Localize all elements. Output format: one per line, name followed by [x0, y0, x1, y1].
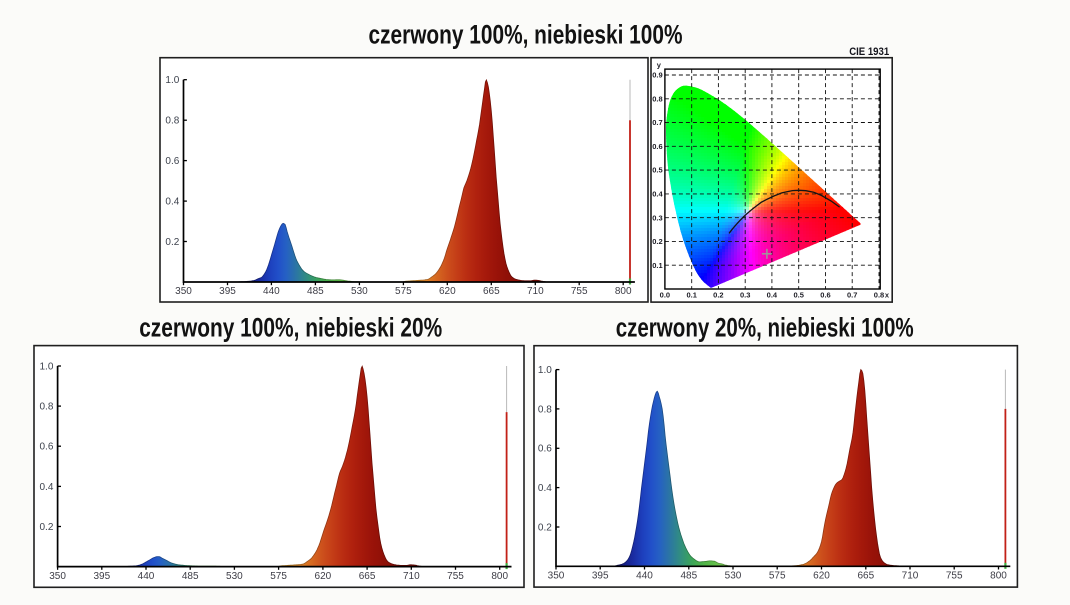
- svg-text:800: 800: [491, 571, 508, 582]
- svg-text:620: 620: [315, 571, 332, 582]
- svg-text:0.5: 0.5: [793, 290, 803, 299]
- svg-text:0.2: 0.2: [652, 237, 662, 246]
- svg-text:575: 575: [769, 571, 786, 582]
- svg-text:0.2: 0.2: [538, 522, 552, 533]
- svg-text:440: 440: [636, 571, 653, 582]
- svg-text:1.0: 1.0: [39, 361, 53, 372]
- svg-text:0.9: 0.9: [652, 71, 662, 80]
- svg-text:350: 350: [548, 571, 565, 582]
- svg-text:y: y: [657, 61, 662, 70]
- svg-text:485: 485: [307, 286, 324, 297]
- svg-text:530: 530: [725, 571, 742, 582]
- svg-text:czerwony 20%, niebieski 100%: czerwony 20%, niebieski 100%: [616, 313, 914, 343]
- svg-text:0.5: 0.5: [652, 166, 662, 175]
- svg-text:0.6: 0.6: [538, 444, 552, 455]
- svg-text:0.2: 0.2: [713, 290, 723, 299]
- svg-text:0.4: 0.4: [767, 290, 778, 299]
- svg-text:0.3: 0.3: [740, 290, 750, 299]
- svg-text:485: 485: [680, 571, 697, 582]
- svg-text:440: 440: [263, 286, 280, 297]
- svg-text:0.4: 0.4: [538, 483, 552, 494]
- svg-text:620: 620: [439, 286, 456, 297]
- svg-text:0.0: 0.0: [660, 290, 670, 299]
- svg-text:710: 710: [527, 286, 544, 297]
- svg-text:710: 710: [403, 571, 420, 582]
- svg-text:755: 755: [571, 286, 588, 297]
- svg-text:1.0: 1.0: [165, 75, 179, 86]
- svg-text:0.6: 0.6: [39, 442, 53, 453]
- svg-text:530: 530: [226, 571, 243, 582]
- svg-text:665: 665: [857, 571, 874, 582]
- svg-text:710: 710: [902, 571, 919, 582]
- svg-text:350: 350: [175, 286, 192, 297]
- svg-text:575: 575: [395, 286, 412, 297]
- svg-text:0.3: 0.3: [652, 213, 662, 222]
- svg-text:800: 800: [990, 571, 1007, 582]
- svg-text:800: 800: [615, 286, 632, 297]
- svg-text:395: 395: [592, 571, 609, 582]
- svg-text:0.7: 0.7: [847, 290, 857, 299]
- svg-text:395: 395: [93, 571, 110, 582]
- svg-text:0.1: 0.1: [652, 261, 662, 270]
- svg-text:0.8: 0.8: [874, 290, 884, 299]
- svg-text:755: 755: [946, 571, 963, 582]
- svg-text:0.2: 0.2: [165, 237, 179, 248]
- svg-text:1.0: 1.0: [538, 365, 552, 376]
- svg-text:czerwony 100%, niebieski 100%: czerwony 100%, niebieski 100%: [369, 19, 683, 49]
- svg-text:0.8: 0.8: [538, 404, 552, 415]
- svg-text:0.1: 0.1: [686, 290, 696, 299]
- svg-text:x: x: [885, 290, 890, 299]
- svg-text:0.6: 0.6: [820, 290, 830, 299]
- svg-text:350: 350: [49, 571, 66, 582]
- svg-text:575: 575: [270, 571, 287, 582]
- svg-text:440: 440: [138, 571, 155, 582]
- svg-text:395: 395: [219, 286, 236, 297]
- svg-text:0.2: 0.2: [39, 522, 53, 533]
- svg-text:CIE 1931: CIE 1931: [849, 46, 889, 58]
- svg-text:0.6: 0.6: [165, 156, 179, 167]
- svg-text:665: 665: [483, 286, 500, 297]
- svg-text:0.8: 0.8: [652, 94, 662, 103]
- svg-text:485: 485: [182, 571, 199, 582]
- svg-text:530: 530: [351, 286, 368, 297]
- svg-text:0.7: 0.7: [652, 118, 662, 127]
- svg-text:0.4: 0.4: [39, 482, 53, 493]
- svg-text:0.4: 0.4: [652, 190, 663, 199]
- svg-text:czerwony 100%, niebieski 20%: czerwony 100%, niebieski 20%: [139, 313, 442, 343]
- svg-text:0.6: 0.6: [652, 142, 662, 151]
- svg-text:665: 665: [359, 571, 376, 582]
- svg-text:620: 620: [813, 571, 830, 582]
- svg-text:0.4: 0.4: [165, 197, 179, 208]
- svg-text:0.8: 0.8: [165, 116, 179, 127]
- svg-text:0.8: 0.8: [39, 402, 53, 413]
- svg-text:755: 755: [447, 571, 464, 582]
